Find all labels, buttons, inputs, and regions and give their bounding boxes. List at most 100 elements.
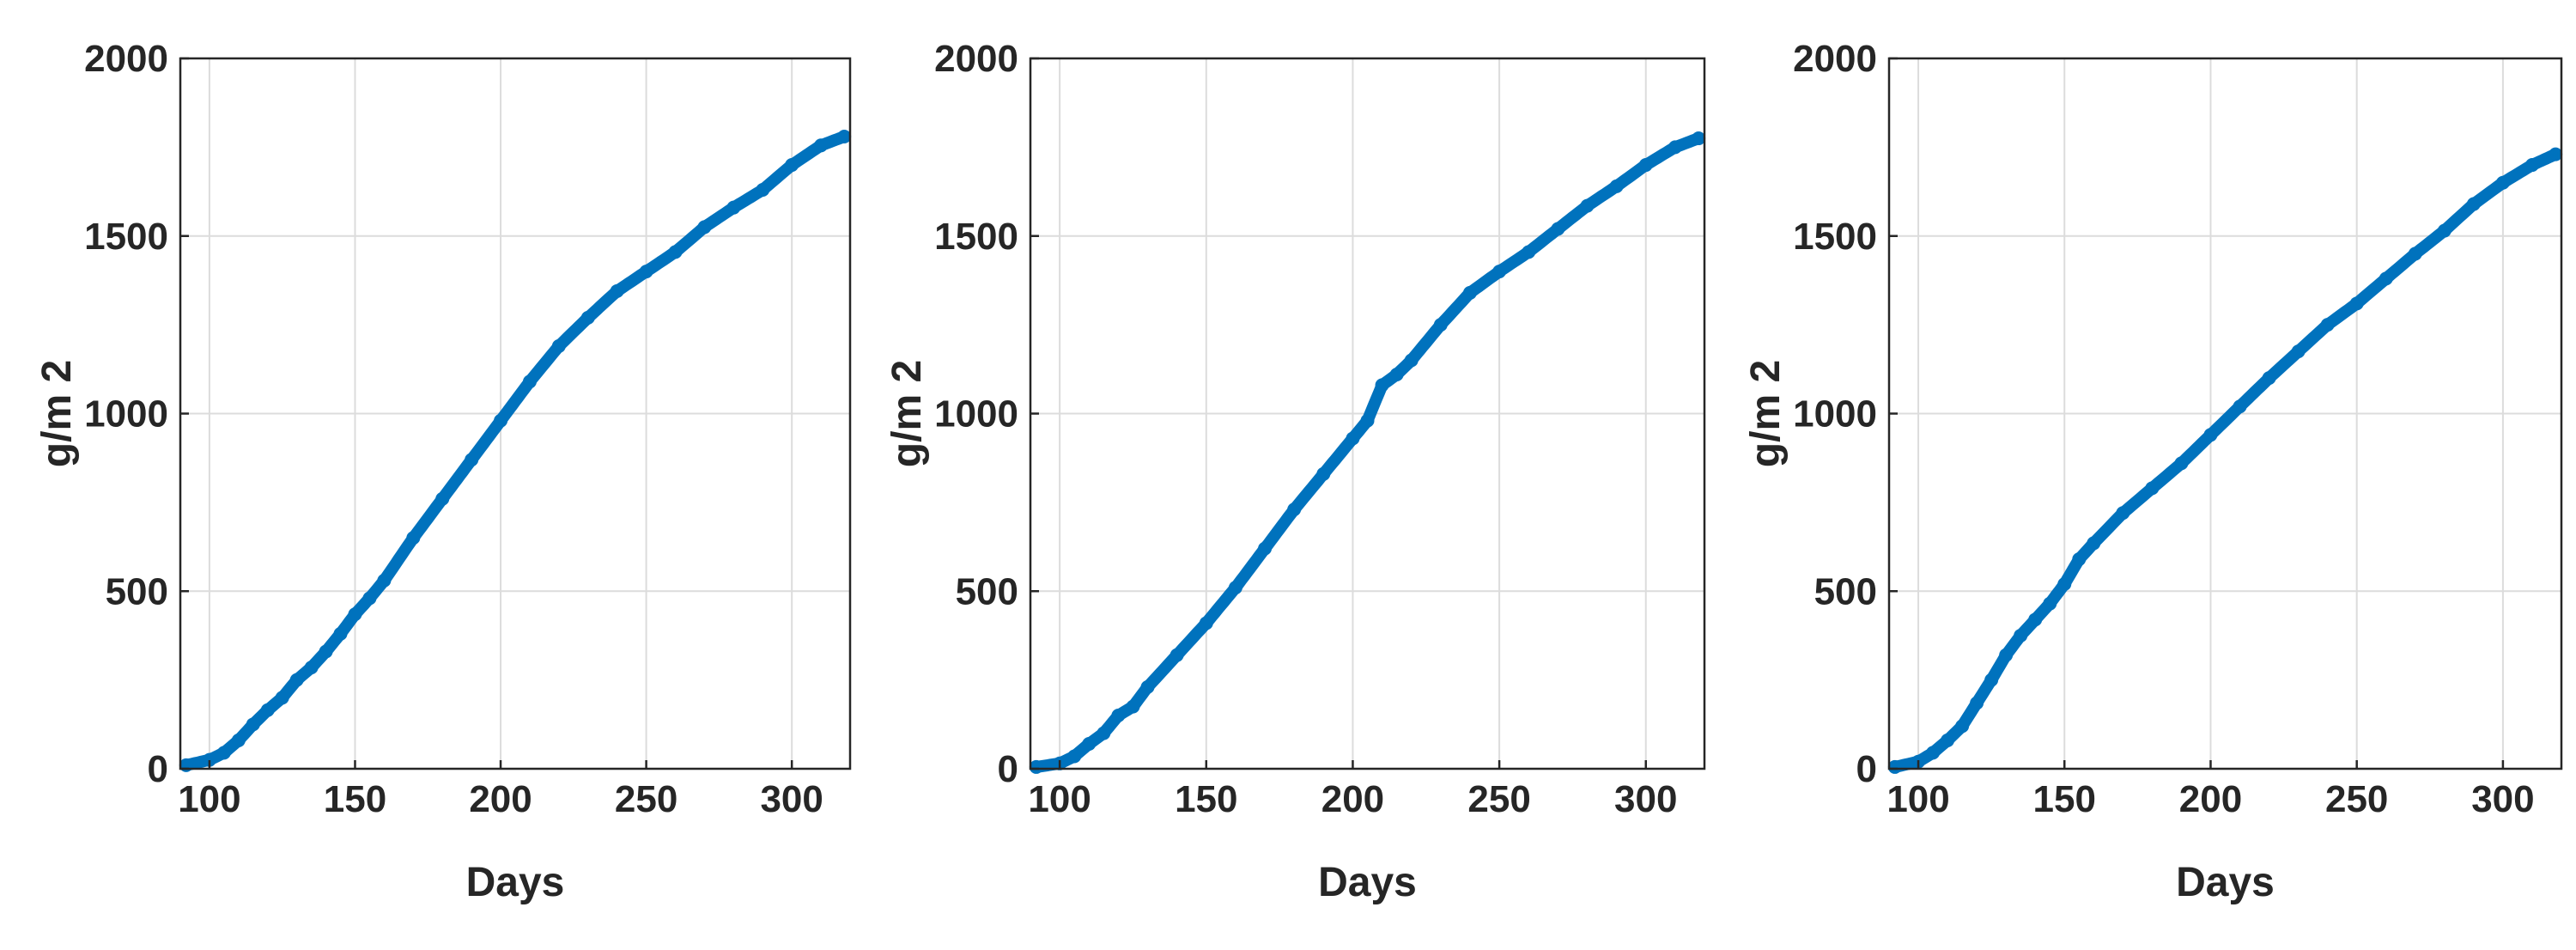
data-point [1067,749,1082,764]
data-point [837,129,852,143]
y-tick-label: 1000 [934,393,1018,435]
data-point [1082,737,1097,752]
data-point [1926,746,1941,760]
data-point [465,453,479,467]
x-tick-label: 300 [1614,778,1677,820]
chart-panel-3: 100 150 200 250 300 0 500 1000 1500 2000 Days g/m 2 [1743,38,2563,905]
data-point [1522,245,1536,259]
data-point [2549,147,2563,161]
data-point [246,717,260,732]
y-tick-label: 0 [998,748,1018,790]
data-point [2233,399,2247,414]
x-tick-label: 100 [1886,778,1949,820]
data-point [1580,198,1595,213]
data-point [275,691,289,705]
data-point [1941,733,1955,747]
data-point [2524,158,2539,173]
data-point [1346,431,1360,446]
data-point [2495,175,2510,190]
x-tick-label: 200 [1321,778,1384,820]
data-point [756,182,770,197]
data-point [1404,353,1419,368]
data-point [2466,197,2481,211]
data-point [2291,344,2306,359]
x-tick-label: 150 [324,778,386,820]
x-tick-label: 100 [178,778,240,820]
x-tick-label: 250 [615,778,677,820]
data-point [1551,222,1565,236]
data-point [2437,223,2451,238]
y-tick-label: 1000 [1793,393,1877,435]
y-tick-label: 1500 [1793,216,1877,258]
data-point [2203,428,2218,442]
data-point [2320,318,2335,332]
data-point [304,661,319,675]
x-axis-label: Days [1318,860,1417,905]
data-point [1999,648,2014,662]
data-point [1433,318,1448,332]
data-point [1097,726,1111,740]
data-point [1984,673,1999,687]
y-tick-label: 1500 [84,216,168,258]
data-point [1126,699,1140,714]
data-point [1462,285,1477,300]
data-point [726,200,741,215]
x-tick-label: 300 [760,778,823,820]
data-point [2116,506,2130,521]
data-point [1638,158,1653,173]
data-point [1692,131,1706,146]
x-tick-label: 300 [2471,778,2534,820]
y-tick-label: 2000 [84,38,168,80]
data-point [2057,576,2072,591]
data-point [1199,616,1213,630]
y-tick-label: 500 [956,570,1018,612]
x-tick-label: 150 [2033,778,2096,820]
data-point [2087,536,2101,551]
data-point [2379,271,2393,286]
y-tick-label: 0 [148,748,168,790]
y-axis-label: g/m 2 [1743,360,1789,467]
data-point [202,752,216,767]
data-point [2174,456,2189,471]
data-point [697,220,712,234]
data-point [216,746,231,760]
data-point [260,703,275,717]
data-point [1316,466,1331,481]
y-tick-label: 2000 [934,38,1018,80]
data-point [1492,265,1507,279]
data-point [2262,371,2276,386]
data-point [2145,481,2160,496]
data-point [2043,596,2057,611]
data-point [1360,413,1375,428]
y-tick-label: 2000 [1793,38,1877,80]
data-point [2014,628,2028,642]
data-point [435,491,450,506]
x-axis-label: Days [2176,860,2275,905]
data-point [1668,140,1682,155]
data-point [319,644,333,659]
data-point [1170,648,1184,662]
x-tick-label: 250 [2325,778,2388,820]
data-point [2028,612,2043,627]
data-point [1228,581,1242,595]
data-point [2072,552,2087,567]
y-tick-label: 500 [1814,570,1877,612]
data-point [1955,719,1970,734]
y-tick-label: 1000 [84,393,168,435]
chart-panel-1: 100 150 200 250 300 0 500 1000 1500 2000 Days g/m 2 [34,38,852,905]
y-axis-label: g/m 2 [884,360,930,467]
x-tick-label: 200 [2179,778,2242,820]
data-point [333,626,348,641]
data-point [377,573,392,588]
data-point [1970,696,1984,710]
data-point [348,607,362,622]
data-point [494,413,508,428]
data-point [522,375,537,389]
data-point [406,531,421,545]
data-point [1029,759,1043,774]
x-tick-label: 100 [1028,778,1091,820]
data-point [231,733,246,747]
data-point [814,138,829,153]
data-point [289,673,304,687]
